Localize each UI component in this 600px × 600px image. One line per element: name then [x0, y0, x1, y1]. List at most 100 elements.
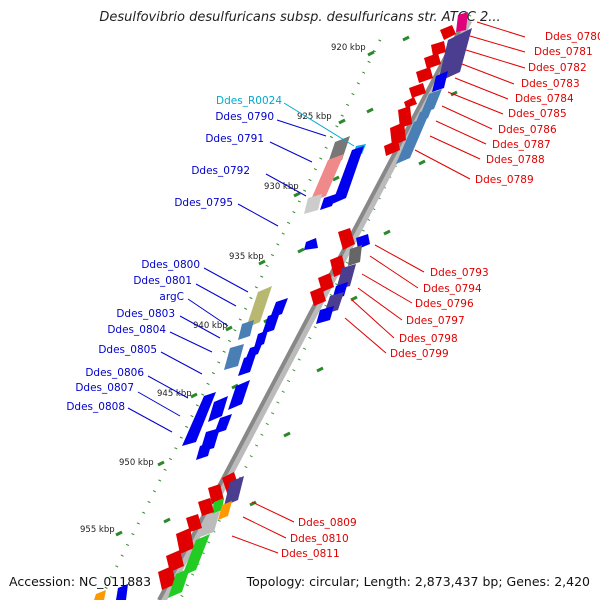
- gene-label-right[interactable]: Ddes_0784: [515, 93, 574, 105]
- leader-line: [435, 120, 487, 145]
- scale-tick-mark: [249, 500, 257, 507]
- gene-label-left[interactable]: Ddes_0808: [66, 401, 125, 413]
- plus-strand-genes: [158, 12, 472, 598]
- leader-line: [147, 375, 189, 399]
- gene-label-left[interactable]: Ddes_0795: [174, 197, 233, 209]
- gene-feature: [416, 108, 432, 122]
- gene-feature: [432, 71, 448, 92]
- gene-feature: [116, 584, 128, 600]
- gene-label-right[interactable]: Ddes_0780: [545, 31, 600, 43]
- gene-label-left[interactable]: argC: [159, 291, 184, 303]
- leader-line: [179, 315, 221, 339]
- gene-feature: [348, 245, 362, 266]
- scale-tick-mark: [231, 383, 239, 390]
- gene-label-left[interactable]: Ddes_0801: [133, 275, 192, 287]
- gene-feature: [304, 194, 322, 214]
- scale-dotted-line-left: [98, 39, 382, 600]
- gene-label-left[interactable]: Ddes_0791: [205, 133, 264, 145]
- leader-line: [160, 351, 203, 375]
- gene-feature: [246, 286, 272, 328]
- scale-label: 935 kbp: [229, 252, 264, 262]
- gene-label-right[interactable]: Ddes_0810: [290, 533, 349, 545]
- scale-tick-marks: [115, 35, 458, 537]
- gene-label-right[interactable]: Ddes_0785: [508, 108, 567, 120]
- scale-tick-mark: [383, 229, 391, 236]
- gene-feature: [336, 264, 356, 290]
- scale-tick-mark: [350, 295, 358, 302]
- gene-feature: [310, 287, 326, 306]
- gene-label-right[interactable]: Ddes_0783: [521, 78, 580, 90]
- gene-label-right[interactable]: Ddes_0786: [498, 124, 557, 136]
- gene-label-left[interactable]: Ddes_0804: [107, 324, 166, 336]
- gene-feature: [332, 146, 364, 204]
- gene-feature: [409, 83, 426, 98]
- gene-label-left[interactable]: Ddes_0807: [75, 382, 134, 394]
- scale-tick-mark: [316, 366, 324, 373]
- gene-label-left[interactable]: Ddes_0805: [98, 344, 157, 356]
- gene-label-right[interactable]: Ddes_0811: [281, 548, 340, 560]
- gene-feature: [158, 566, 176, 590]
- scale-label: 925 kbp: [297, 112, 332, 122]
- gene-feature: [316, 306, 334, 324]
- gene-feature: [338, 228, 355, 250]
- gene-label-right[interactable]: Ddes_0809: [298, 517, 357, 529]
- gene-feature: [238, 320, 254, 340]
- leader-line: [127, 407, 173, 433]
- leader-line: [203, 267, 249, 293]
- leader-line: [351, 299, 395, 339]
- scale-tick-mark: [163, 517, 171, 524]
- leader-line: [276, 119, 327, 137]
- gene-label-right[interactable]: Ddes_0789: [475, 174, 534, 186]
- gene-label-right[interactable]: Ddes_0781: [534, 46, 593, 58]
- gene-feature: [304, 238, 318, 250]
- gene-feature: [224, 344, 244, 370]
- leader-line: [469, 35, 526, 53]
- gene-label-right[interactable]: Ddes_0797: [406, 315, 465, 327]
- leader-line: [283, 102, 355, 147]
- gene-feature: [200, 511, 220, 537]
- leader-line: [251, 501, 295, 523]
- gene-feature: [208, 484, 224, 504]
- gene-feature: [224, 476, 244, 506]
- scale-label: 930 kbp: [264, 182, 299, 192]
- leader-line: [447, 91, 504, 115]
- leader-line: [429, 135, 481, 160]
- gene-feature: [440, 25, 456, 40]
- scale-tick-mark: [366, 107, 374, 114]
- gene-label-right[interactable]: Ddes_0796: [415, 298, 474, 310]
- gene-label-left[interactable]: Ddes_0806: [85, 367, 144, 379]
- scale-tick-mark: [367, 50, 375, 57]
- gene-label-left[interactable]: Ddes_0792: [191, 165, 250, 177]
- gene-label-right[interactable]: Ddes_0794: [423, 283, 482, 295]
- leader-line: [265, 173, 307, 197]
- leader-line: [195, 283, 237, 307]
- gene-label-right[interactable]: Ddes_0782: [528, 62, 587, 74]
- gene-label-left[interactable]: Ddes_R0024: [216, 95, 282, 107]
- gene-feature: [246, 344, 262, 358]
- leader-line: [361, 273, 413, 304]
- leader-line: [461, 63, 515, 85]
- gene-label-right[interactable]: Ddes_0798: [399, 333, 458, 345]
- leader-line: [357, 287, 403, 321]
- gene-feature: [270, 298, 288, 318]
- leader-line: [344, 317, 387, 354]
- leader-line: [369, 255, 419, 289]
- gene-label-right[interactable]: Ddes_0793: [430, 267, 489, 279]
- scale-tick-mark: [332, 175, 340, 182]
- gene-feature: [186, 514, 202, 532]
- gene-label-right[interactable]: Ddes_0799: [390, 348, 449, 360]
- gene-label-left[interactable]: Ddes_0790: [215, 111, 274, 123]
- gene-label-left[interactable]: Ddes_0800: [141, 259, 200, 271]
- leader-line: [465, 49, 526, 69]
- leader-line: [414, 149, 471, 180]
- gene-label-right[interactable]: Ddes_0788: [486, 154, 545, 166]
- scale-label: 945 kbp: [157, 389, 192, 399]
- gene-label-left[interactable]: Ddes_0803: [116, 308, 175, 320]
- scale-tick-mark: [283, 431, 291, 438]
- leader-line: [454, 77, 509, 100]
- leader-line: [237, 203, 279, 227]
- gene-feature: [310, 154, 344, 202]
- gene-label-right[interactable]: Ddes_0787: [492, 139, 551, 151]
- leader-line: [169, 331, 213, 353]
